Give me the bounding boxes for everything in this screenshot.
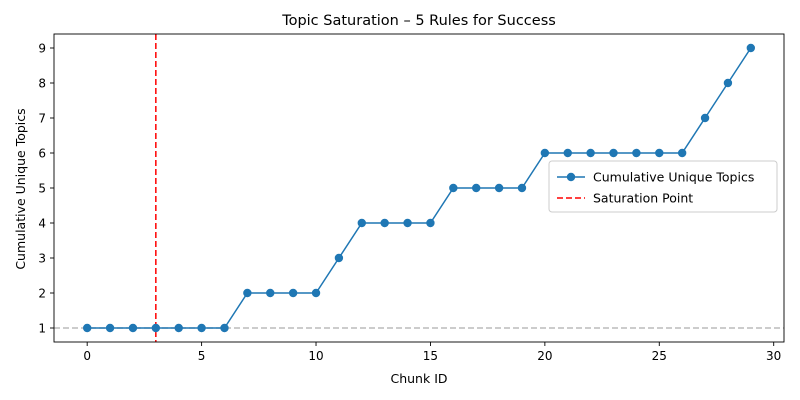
data-point	[609, 148, 618, 158]
data-point	[632, 148, 641, 158]
data-point	[494, 183, 504, 193]
plot-area: 0 5 10 15 20 25 30 1 2 3 4 5 6 7 8 9	[38, 33, 785, 363]
data-point	[243, 288, 252, 298]
data-point	[677, 148, 687, 158]
x-tick-label: 10	[308, 349, 323, 363]
x-tick-label: 0	[83, 349, 91, 363]
data-point	[746, 43, 756, 53]
data-point	[540, 148, 550, 158]
data-point	[311, 288, 321, 298]
data-point	[723, 78, 733, 88]
legend-label-saturation: Saturation Point	[593, 191, 693, 206]
data-point	[82, 323, 92, 333]
y-tick-label: 4	[38, 216, 46, 230]
y-tick-label: 1	[38, 321, 46, 335]
data-point	[517, 183, 527, 193]
y-tick-label: 9	[38, 41, 46, 55]
x-tick-label: 5	[198, 349, 206, 363]
data-point	[266, 288, 275, 298]
y-tick-label: 6	[38, 146, 46, 160]
x-tick-label: 30	[766, 349, 781, 363]
x-tick-label: 20	[537, 349, 552, 363]
legend: Cumulative Unique Topics Saturation Point	[548, 160, 778, 213]
x-axis-title: Chunk ID	[390, 371, 447, 386]
chart-title: Topic Saturation – 5 Rules for Success	[281, 13, 556, 29]
legend-marker-series	[566, 172, 576, 182]
legend-box	[548, 160, 778, 213]
data-point	[563, 148, 572, 158]
y-tick-label: 5	[38, 181, 46, 195]
data-point	[700, 113, 710, 123]
data-point	[288, 288, 298, 298]
data-point	[334, 253, 344, 263]
data-point	[426, 218, 435, 228]
data-point	[220, 323, 229, 333]
data-point	[128, 323, 138, 333]
y-axis-title: Cumulative Unique Topics	[13, 108, 28, 269]
data-point	[174, 323, 183, 333]
y-tick-label: 2	[38, 286, 46, 300]
legend-label-series: Cumulative Unique Topics	[593, 170, 754, 185]
data-point	[105, 323, 115, 333]
data-point	[655, 148, 664, 158]
data-point	[380, 218, 389, 228]
x-tick-label: 25	[652, 349, 667, 363]
x-tick-label: 15	[423, 349, 438, 363]
data-point	[403, 218, 412, 228]
data-point	[197, 323, 206, 333]
data-point	[449, 183, 458, 193]
y-tick-label: 8	[38, 76, 46, 90]
data-point	[472, 183, 481, 193]
data-point	[357, 218, 366, 228]
data-point	[151, 323, 161, 333]
y-tick-label: 7	[38, 111, 46, 125]
y-tick-label: 3	[38, 251, 46, 265]
data-point	[586, 148, 595, 158]
